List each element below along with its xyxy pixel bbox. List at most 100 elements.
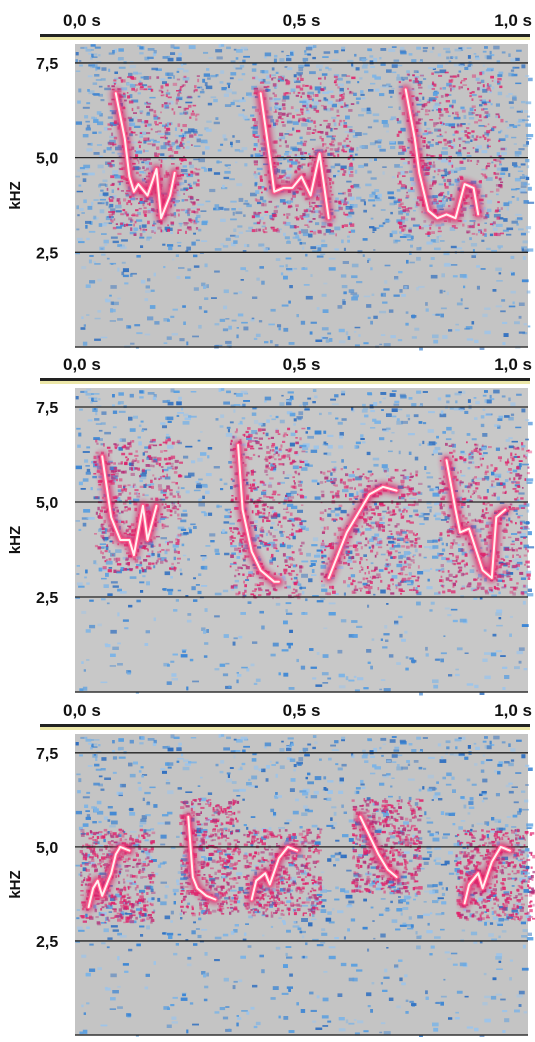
noise-speckle: [94, 74, 99, 77]
noise-speckle: [388, 49, 395, 52]
energy-speckle: [306, 109, 308, 111]
energy-speckle: [183, 222, 187, 224]
noise-speckle: [397, 409, 402, 411]
noise-speckle: [243, 327, 248, 331]
noise-speckle: [373, 594, 375, 596]
noise-speckle: [107, 593, 112, 596]
noise-speckle: [422, 97, 424, 100]
noise-speckle: [245, 270, 248, 272]
noise-speckle: [354, 331, 356, 333]
energy-speckle: [429, 188, 432, 190]
noise-speckle: [210, 540, 214, 542]
noise-speckle: [148, 392, 155, 395]
noise-speckle: [493, 289, 497, 292]
energy-speckle: [461, 86, 463, 88]
noise-speckle: [434, 248, 441, 251]
x-tick-label: 0,0 s: [63, 11, 101, 30]
noise-speckle: [487, 200, 492, 204]
energy-speckle: [111, 160, 114, 162]
energy-speckle: [169, 541, 173, 543]
energy-speckle: [429, 227, 431, 230]
noise-speckle: [193, 255, 197, 258]
noise-speckle: [145, 643, 149, 646]
noise-speckle: [142, 231, 145, 233]
energy-speckle: [490, 191, 494, 193]
noise-speckle: [76, 52, 79, 55]
noise-speckle: [217, 505, 220, 509]
noise-speckle: [400, 171, 405, 175]
noise-speckle: [279, 328, 281, 331]
noise-speckle: [382, 646, 387, 648]
noise-speckle: [201, 555, 207, 557]
noise-speckle: [427, 540, 434, 543]
noise-speckle: [441, 519, 447, 521]
noise-speckle: [455, 168, 461, 172]
noise-speckle: [191, 207, 197, 209]
noise-speckle: [282, 305, 289, 307]
noise-speckle: [484, 629, 487, 631]
noise-speckle: [428, 411, 435, 413]
noise-speckle: [311, 560, 318, 562]
noise-speckle: [301, 123, 307, 127]
noise-speckle: [409, 397, 413, 400]
energy-speckle: [118, 493, 121, 496]
noise-speckle: [407, 147, 409, 149]
noise-speckle: [520, 176, 525, 179]
energy-speckle: [411, 95, 414, 97]
noise-speckle: [443, 179, 446, 182]
energy-speckle: [192, 111, 194, 113]
noise-speckle: [168, 592, 172, 595]
noise-speckle: [283, 621, 288, 625]
energy-speckle: [313, 218, 316, 220]
energy-speckle: [408, 230, 411, 232]
energy-speckle: [476, 233, 478, 235]
noise-speckle: [112, 302, 119, 305]
noise-speckle: [223, 328, 228, 331]
energy-speckle: [304, 141, 307, 143]
noise-speckle: [515, 427, 521, 429]
noise-speckle: [327, 435, 333, 437]
noise-speckle: [315, 496, 321, 499]
energy-speckle: [420, 75, 424, 77]
energy-speckle: [433, 161, 435, 163]
energy-speckle: [291, 198, 293, 201]
noise-speckle: [362, 60, 366, 63]
noise-speckle: [370, 321, 373, 325]
noise-speckle: [329, 338, 332, 342]
noise-speckle: [411, 182, 416, 186]
noise-speckle: [464, 328, 470, 330]
noise-speckle: [505, 135, 509, 138]
noise-speckle: [448, 674, 452, 676]
noise-speckle: [167, 417, 174, 421]
noise-speckle: [322, 672, 329, 675]
energy-speckle: [319, 215, 322, 218]
noise-speckle: [413, 554, 416, 556]
energy-speckle: [343, 140, 345, 142]
noise-speckle: [239, 232, 243, 234]
noise-speckle: [354, 676, 356, 678]
energy-speckle: [342, 225, 344, 228]
energy-speckle: [496, 113, 500, 115]
noise-speckle: [436, 436, 439, 439]
noise-speckle: [183, 421, 190, 425]
noise-speckle: [315, 684, 322, 687]
noise-speckle: [413, 224, 420, 226]
energy-speckle: [114, 121, 117, 124]
noise-speckle: [379, 401, 381, 403]
energy-speckle: [191, 113, 195, 116]
noise-speckle: [434, 515, 437, 517]
noise-speckle: [428, 141, 431, 143]
noise-speckle: [498, 592, 500, 595]
noise-speckle: [338, 422, 343, 425]
energy-speckle: [103, 443, 105, 447]
noise-speckle: [209, 533, 215, 536]
noise-speckle: [432, 679, 439, 683]
noise-speckle: [355, 170, 357, 174]
energy-speckle: [147, 221, 150, 225]
noise-speckle: [234, 293, 238, 295]
energy-speckle: [488, 123, 490, 125]
noise-speckle: [472, 321, 475, 324]
noise-speckle: [493, 228, 498, 231]
noise-speckle: [230, 72, 236, 75]
noise-speckle: [94, 418, 99, 421]
